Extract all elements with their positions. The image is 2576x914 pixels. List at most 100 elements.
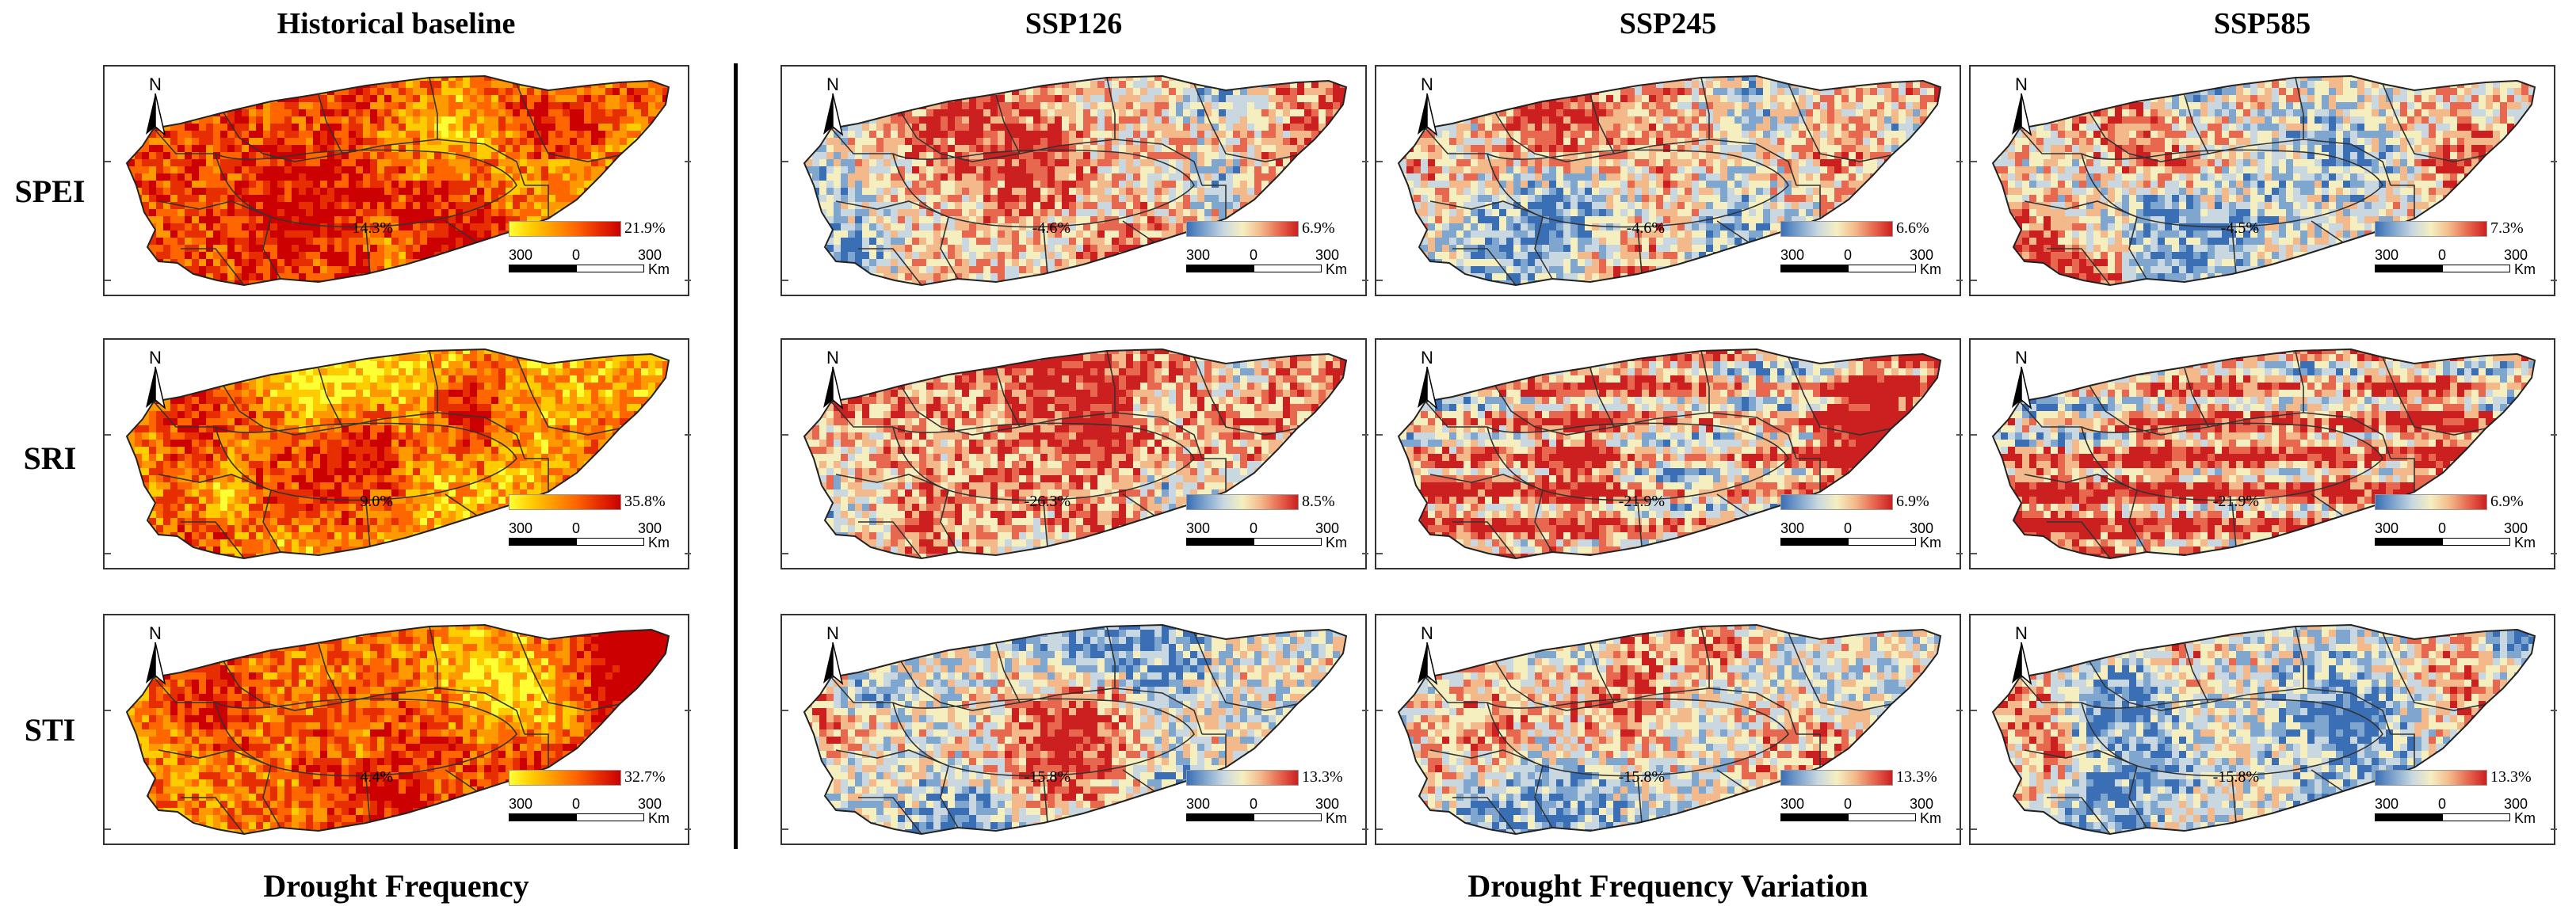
map-panel-sri-245: N -21.9% 6.9% 300 0 300 Km [1375,338,1963,569]
scale-bar-black [2375,265,2442,272]
map-sti-585 [1971,623,2557,836]
sub-basin-boundary [318,94,343,154]
north-arrow-icon [1418,367,1438,410]
basin-outline [803,623,1348,836]
scale-bar-black [509,813,576,821]
basin-outline [1397,348,1942,560]
scale-unit: Km [1326,261,1347,278]
sub-basin-boundary [318,643,343,703]
legend-min-label: 9.0% [360,493,393,511]
sub-basin-boundary [830,401,893,428]
legend-min-label: -26.3% [1025,493,1070,511]
north-arrow: N [1411,348,1443,411]
sub-basin-boundary [1796,458,1821,492]
north-arrow: N [1411,623,1443,687]
sub-basin-boundary [215,149,517,228]
sub-basin-boundary [2047,797,2111,834]
north-label: N [139,623,171,644]
scale-label-left: 300 [509,796,532,813]
row-title-sti: STI [14,711,86,748]
scale-label-left: 300 [1780,520,1804,537]
sub-basin-boundary [1534,489,1553,553]
basin-outline [125,348,670,560]
legend-min-label: -4.5% [2221,219,2259,238]
north-label: N [1411,74,1443,95]
legend-color-bar [1186,221,1299,237]
scale-unit: Km [1326,810,1347,827]
sub-basin-boundary [2024,474,2138,491]
scale-bar-white [2442,813,2510,821]
legend-color-bar [1780,494,1893,510]
column-title-ssp126: SSP126 [780,6,1367,41]
north-arrow: N [817,74,849,138]
basin-outline [1991,348,2536,560]
scale-bar-black [509,265,576,272]
raster-spei-126 [804,76,1346,285]
legend-min-label: 14.3% [352,219,393,238]
scale-label-right: 300 [2504,796,2528,813]
north-arrow-icon [823,642,844,686]
scale-unit: Km [1920,535,1941,551]
bottom-title-variation: Drought Frequency Variation [979,867,2357,904]
legend-min-label: -21.9% [2213,493,2259,511]
scale-label-left: 300 [1780,247,1804,264]
scale-label-mid: 0 [1250,796,1257,813]
legend-color-bar [1186,770,1299,786]
sub-basin-boundary [2047,248,2111,285]
sub-basin-boundary [2128,765,2147,828]
scale-bar-black [1780,538,1848,546]
sub-basin-boundary [858,521,922,558]
legend-color-bar [509,221,621,237]
scale-label-left: 300 [2375,796,2399,813]
sub-basin-boundary [835,474,949,491]
scale-label-right: 300 [638,247,662,264]
raster-sri-245 [1399,349,1941,558]
basin-outline [803,74,1348,287]
scale-unit: Km [648,261,670,278]
scale-bar-white [1848,813,1916,821]
sub-basin-boundary [835,200,949,218]
legend-color-bar [2375,770,2487,786]
scale-label-mid: 0 [2438,796,2446,813]
legend-color-bar [1780,770,1893,786]
sub-basin-boundary [1589,643,1615,703]
scale-label-right: 300 [638,796,662,813]
sub-basin-boundary [2128,216,2147,280]
scale-label-left: 300 [1186,520,1210,537]
north-arrow-icon [823,93,844,137]
column-divider [734,63,738,849]
sub-basin-boundary [1429,749,1544,767]
sub-basin-boundary [429,626,438,688]
legend-min-label: 4.4% [360,768,393,786]
legend-color-bar [2375,221,2487,237]
legend-max-label: 32.7% [624,768,666,786]
sub-basin-boundary [365,228,371,275]
sub-basin-boundary [215,422,517,501]
sub-basin-boundary [1122,769,1155,792]
north-label: N [1411,623,1443,644]
north-label: N [139,74,171,95]
scale-label-mid: 0 [572,247,580,264]
sub-basin-boundary [1106,350,1116,413]
north-arrow: N [2005,74,2037,138]
legend-max-label: 13.3% [1302,768,1343,786]
scale-bar-white [576,538,644,546]
north-arrow-icon [146,642,166,686]
sub-basin-boundary [2184,643,2209,703]
sub-basin-boundary [1425,401,1487,428]
legend-min-label: -15.8% [1025,768,1070,786]
scale-label-right: 300 [1315,247,1339,264]
map-sti-126 [782,623,1368,836]
bottom-title-frequency: Drought Frequency [103,867,689,904]
north-arrow-icon [146,367,166,410]
sub-basin-boundary [2231,501,2237,548]
sub-basin-boundary [2128,489,2147,553]
sub-basin-boundary [2382,632,2486,711]
sub-basin-boundary [429,350,438,413]
legend-color-bar [509,494,621,510]
sub-basin-boundary [1425,128,1487,154]
sub-basin-boundary [2391,185,2415,219]
north-label: N [817,623,849,644]
north-arrow: N [2005,348,2037,411]
sub-basin-boundary [516,83,620,162]
